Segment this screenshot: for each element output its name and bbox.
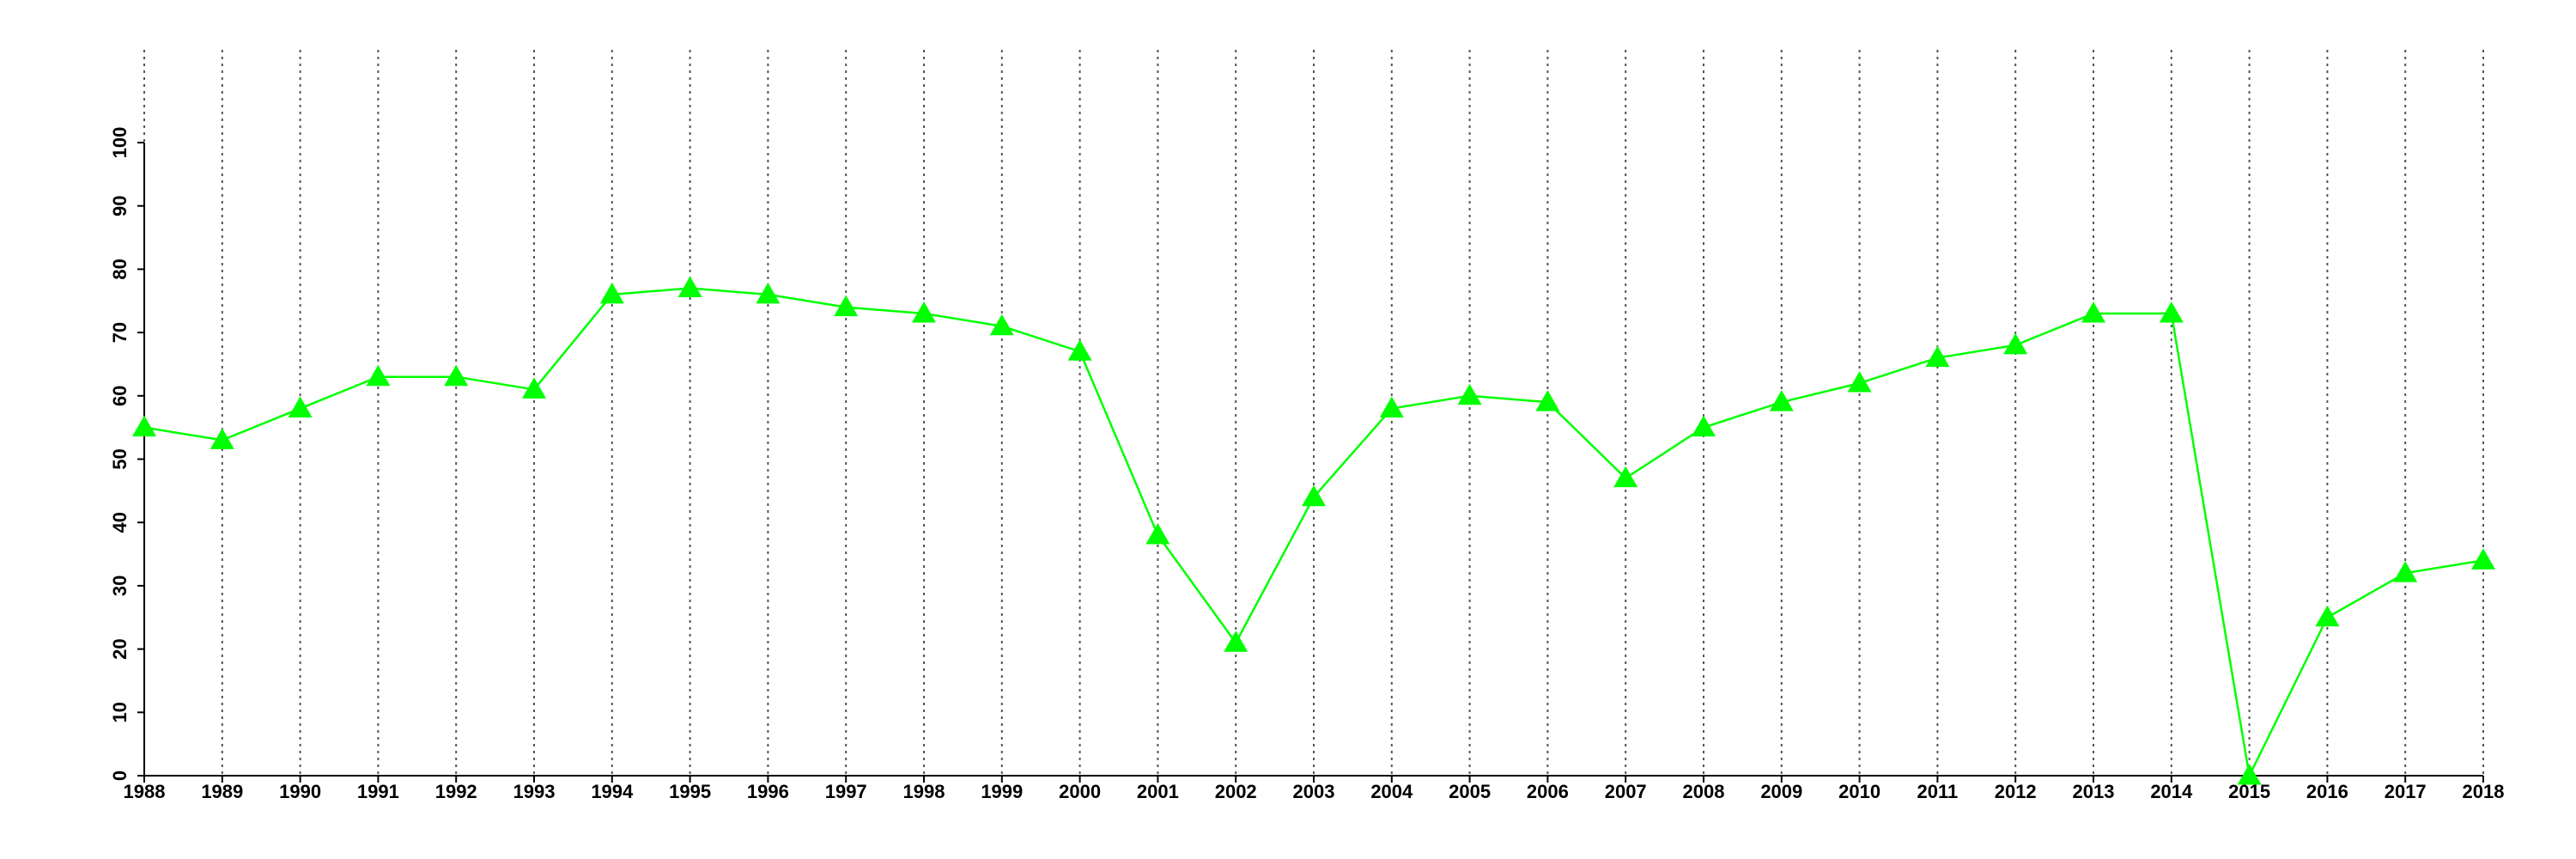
x-tick-label: 2013 xyxy=(2073,781,2115,802)
marker xyxy=(912,301,936,323)
x-tick-label: 1997 xyxy=(825,781,867,802)
x-tick-label: 1996 xyxy=(747,781,789,802)
marker xyxy=(599,282,624,304)
marker xyxy=(756,282,781,304)
x-tick-label: 2008 xyxy=(1683,781,1725,802)
marker xyxy=(2471,548,2495,570)
x-tick-label: 2002 xyxy=(1215,781,1257,802)
y-tick-label: 0 xyxy=(109,771,131,781)
marker xyxy=(1145,522,1170,545)
marker xyxy=(1067,339,1092,361)
x-tick-label: 1991 xyxy=(357,781,399,802)
marker xyxy=(1613,466,1638,488)
marker xyxy=(1224,631,1249,652)
y-tick-label: 100 xyxy=(109,127,131,159)
marker xyxy=(1379,396,1404,418)
x-tick-label: 1995 xyxy=(669,781,711,802)
marker xyxy=(288,396,313,418)
marker xyxy=(132,415,156,437)
y-tick-label: 40 xyxy=(109,512,131,533)
marker xyxy=(210,428,234,449)
marker xyxy=(834,295,859,317)
x-tick-label: 2000 xyxy=(1059,781,1101,802)
marker xyxy=(1302,484,1326,507)
x-tick-label: 2011 xyxy=(1917,781,1959,802)
x-tick-label: 2006 xyxy=(1527,781,1569,802)
x-tick-label: 1999 xyxy=(981,781,1023,802)
marker xyxy=(2393,561,2418,582)
x-tick-label: 2007 xyxy=(1605,781,1647,802)
x-tick-label: 1988 xyxy=(124,781,166,802)
marker xyxy=(522,377,546,399)
x-tick-label: 2009 xyxy=(1760,781,1802,802)
x-tick-label: 1998 xyxy=(903,781,945,802)
x-tick-label: 1992 xyxy=(435,781,477,802)
y-tick-label: 70 xyxy=(109,322,131,343)
x-tick-label: 2010 xyxy=(1838,781,1880,802)
y-tick-label: 30 xyxy=(109,576,131,596)
marker xyxy=(677,276,702,298)
x-tick-label: 1993 xyxy=(513,781,556,802)
y-tick-label: 20 xyxy=(109,638,131,659)
marker xyxy=(1457,383,1482,405)
marker xyxy=(1535,390,1560,411)
marker xyxy=(1847,371,1872,393)
x-tick-label: 2001 xyxy=(1137,781,1179,802)
marker xyxy=(989,314,1014,336)
x-tick-label: 2003 xyxy=(1293,781,1335,802)
marker xyxy=(2159,301,2184,323)
x-tick-label: 1994 xyxy=(591,781,634,802)
marker xyxy=(2081,301,2105,323)
x-tick-label: 2018 xyxy=(2463,781,2505,802)
x-tick-label: 2012 xyxy=(1995,781,2037,802)
y-tick-label: 60 xyxy=(109,386,131,406)
y-tick-label: 10 xyxy=(109,702,131,722)
x-tick-label: 2017 xyxy=(2385,781,2427,802)
marker xyxy=(444,364,469,387)
marker xyxy=(2237,764,2262,785)
marker xyxy=(2003,332,2028,355)
y-tick-label: 80 xyxy=(109,259,131,279)
marker xyxy=(1692,415,1716,437)
marker xyxy=(366,364,391,387)
marker xyxy=(2315,605,2340,627)
x-tick-label: 2016 xyxy=(2306,781,2348,802)
y-tick-label: 90 xyxy=(109,195,131,216)
marker xyxy=(1769,390,1794,411)
x-tick-label: 1989 xyxy=(201,781,243,802)
y-tick-label: 50 xyxy=(109,448,131,469)
x-tick-label: 2005 xyxy=(1449,781,1491,802)
x-tick-label: 2014 xyxy=(2150,781,2193,802)
marker xyxy=(1925,345,1950,368)
x-tick-label: 2004 xyxy=(1370,781,1413,802)
x-tick-label: 1990 xyxy=(279,781,321,802)
